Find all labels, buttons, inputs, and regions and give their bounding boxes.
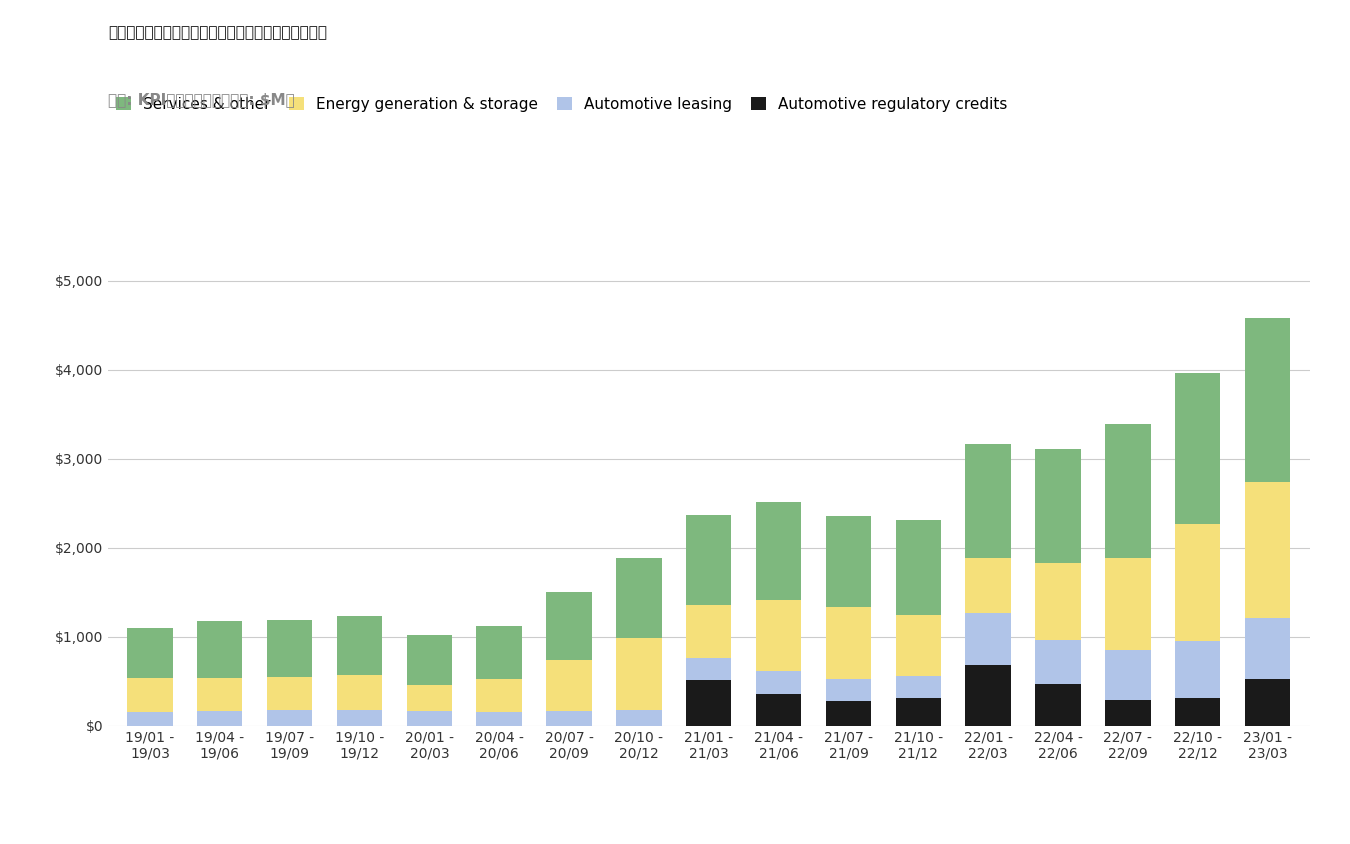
- Legend: Services & other, Energy generation & storage, Automotive leasing, Automotive re: Services & other, Energy generation & st…: [116, 97, 1007, 112]
- Bar: [127, 712, 173, 726]
- Bar: [267, 677, 312, 710]
- Bar: [547, 592, 591, 660]
- Bar: [1174, 641, 1220, 699]
- Bar: [826, 679, 871, 701]
- Bar: [406, 711, 452, 726]
- Bar: [686, 658, 732, 679]
- Bar: [1174, 524, 1220, 641]
- Bar: [965, 445, 1011, 559]
- Bar: [756, 695, 802, 726]
- Bar: [1174, 373, 1220, 524]
- Bar: [197, 620, 243, 678]
- Bar: [756, 671, 802, 695]
- Bar: [1245, 679, 1291, 726]
- Bar: [826, 517, 871, 608]
- Bar: [1245, 318, 1291, 482]
- Bar: [1035, 684, 1081, 726]
- Bar: [616, 558, 662, 638]
- Bar: [127, 679, 173, 712]
- Bar: [336, 675, 382, 711]
- Bar: [1245, 482, 1291, 618]
- Bar: [895, 698, 941, 726]
- Bar: [1035, 640, 1081, 684]
- Bar: [1106, 558, 1150, 650]
- Bar: [406, 685, 452, 711]
- Bar: [1106, 701, 1150, 726]
- Bar: [826, 701, 871, 726]
- Bar: [686, 605, 732, 658]
- Bar: [756, 600, 802, 671]
- Bar: [336, 711, 382, 726]
- Bar: [965, 613, 1011, 665]
- Bar: [1106, 424, 1150, 558]
- Bar: [1174, 699, 1220, 726]
- Bar: [547, 660, 591, 711]
- Bar: [267, 620, 312, 677]
- Bar: [895, 676, 941, 698]
- Text: テスラのセグメント別売上推移（自動車販売を除く）: テスラのセグメント別売上推移（自動車販売を除く）: [108, 25, 327, 41]
- Bar: [965, 665, 1011, 726]
- Bar: [477, 711, 522, 726]
- Bar: [477, 626, 522, 679]
- Bar: [406, 635, 452, 685]
- Bar: [616, 710, 662, 726]
- Bar: [895, 614, 941, 676]
- Bar: [686, 679, 732, 726]
- Bar: [267, 710, 312, 726]
- Bar: [1035, 449, 1081, 562]
- Bar: [197, 678, 243, 711]
- Bar: [1245, 618, 1291, 679]
- Bar: [686, 515, 732, 605]
- Bar: [127, 628, 173, 679]
- Bar: [1035, 562, 1081, 640]
- Bar: [336, 616, 382, 675]
- Bar: [756, 502, 802, 600]
- Bar: [895, 520, 941, 614]
- Bar: [197, 711, 243, 726]
- Bar: [1106, 650, 1150, 701]
- Bar: [965, 559, 1011, 613]
- Bar: [477, 679, 522, 711]
- Bar: [826, 608, 871, 679]
- Bar: [547, 711, 591, 726]
- Text: 出典: KPIデータベース（単位: $M）: 出典: KPIデータベース（単位: $M）: [108, 93, 294, 108]
- Bar: [616, 638, 662, 710]
